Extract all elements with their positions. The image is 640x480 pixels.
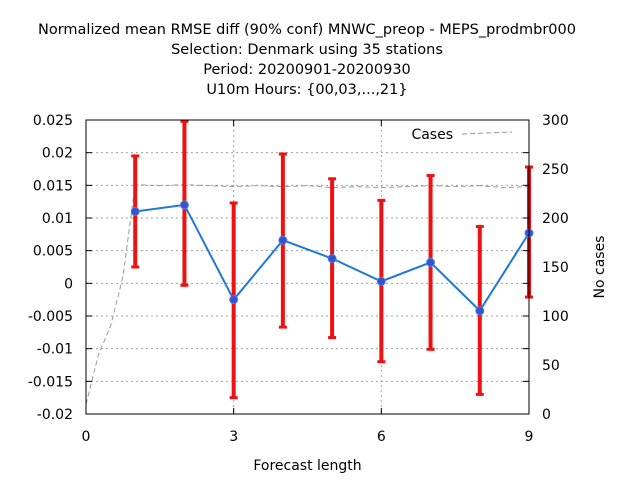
y-tick-label: 0 — [64, 276, 73, 292]
x-tick-label: 0 — [82, 429, 91, 445]
y2-tick-label: 150 — [542, 260, 569, 276]
title-line-4: U10m Hours: {00,03,...,21} — [206, 82, 407, 98]
y-tick-label: -0.01 — [37, 342, 73, 358]
chart-title: Normalized mean RMSE diff (90% conf) MNW… — [38, 22, 576, 98]
x-tick-label: 6 — [377, 429, 386, 445]
gridlines — [86, 120, 529, 414]
y2-tick-label: 300 — [542, 113, 569, 129]
data-point — [229, 295, 239, 305]
y2-axis-label: No cases — [592, 236, 608, 299]
y-tick-label: 0.015 — [33, 178, 73, 194]
x-axis-label: Forecast length — [253, 458, 361, 474]
data-point — [130, 206, 140, 216]
main-series — [130, 200, 534, 316]
x-tick-label: 3 — [229, 429, 238, 445]
plot-frame — [85, 119, 530, 415]
y2-tick-label: 50 — [542, 358, 560, 374]
data-point — [426, 257, 436, 267]
legend-swatch — [461, 131, 513, 135]
y2-tick-label: 0 — [542, 407, 551, 423]
data-point — [179, 200, 189, 210]
data-point — [376, 276, 386, 286]
y2-tick-label: 100 — [542, 309, 569, 325]
y-tick-label: 0.01 — [42, 211, 73, 227]
axis-ticks: -0.02 -0.015 -0.01 -0.005 0 0.005 0.01 0.015 0.0… — [28, 113, 569, 445]
title-line-1: Normalized mean RMSE diff (90% conf) MNW… — [38, 22, 576, 38]
y-tick-label: 0.005 — [33, 244, 73, 260]
y-tick-label: -0.015 — [28, 374, 73, 390]
y-tick-label: 0.025 — [33, 113, 73, 129]
y-tick-label: -0.005 — [28, 309, 73, 325]
legend: Cases — [411, 127, 513, 143]
cases-line — [85, 184, 530, 405]
y-tick-label: -0.02 — [37, 407, 73, 423]
cases-series — [85, 184, 530, 405]
data-point — [278, 235, 288, 245]
y2-tick-label: 250 — [542, 162, 569, 178]
title-line-2: Selection: Denmark using 35 stations — [171, 42, 443, 58]
legend-label: Cases — [411, 127, 453, 143]
title-line-3: Period: 20200901-20200930 — [203, 62, 411, 78]
data-point — [327, 254, 337, 264]
y2-tick-label: 200 — [542, 211, 569, 227]
data-point — [475, 306, 485, 316]
y-tick-label: 0.02 — [42, 146, 73, 162]
x-tick-label: 9 — [525, 429, 534, 445]
